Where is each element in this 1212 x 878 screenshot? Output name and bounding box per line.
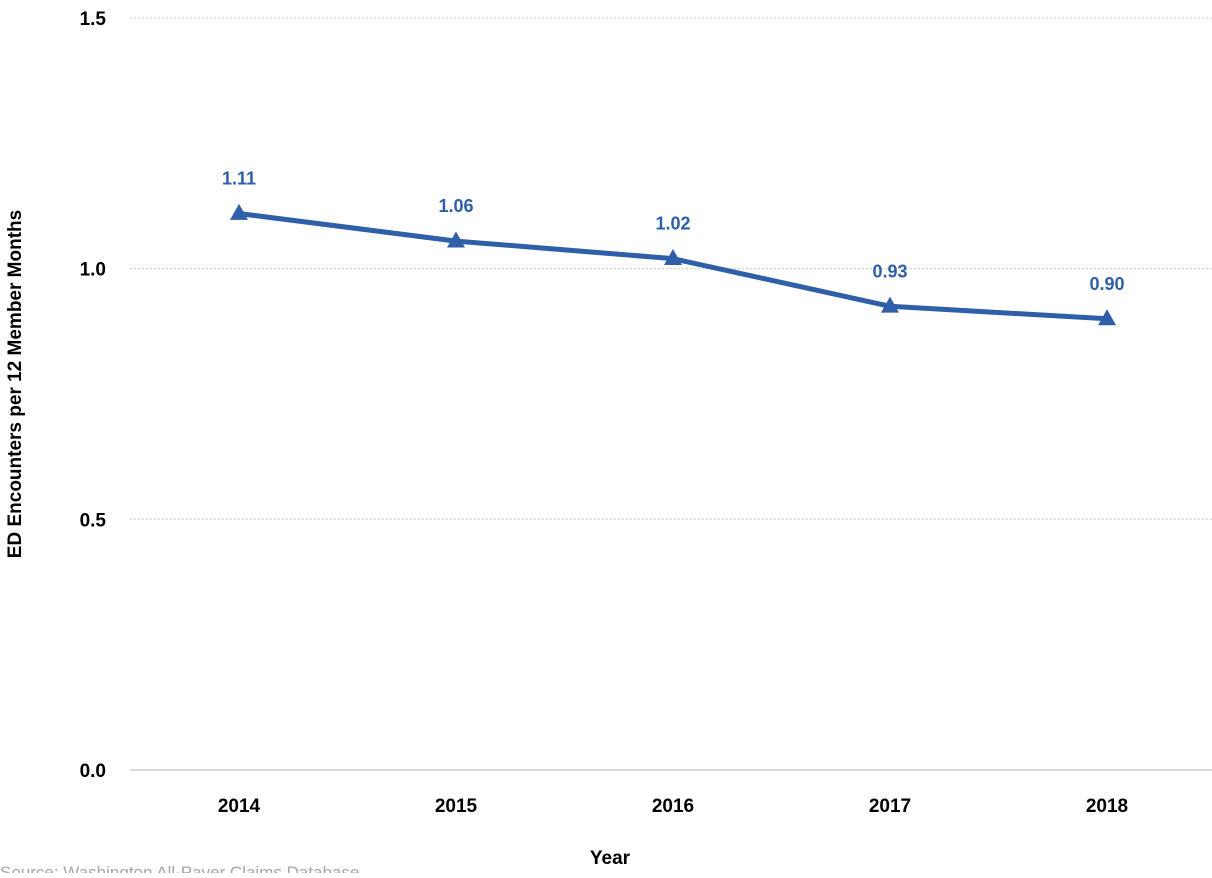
x-tick-label: 2017 (869, 796, 911, 817)
x-tick-labels: 2014 2015 2016 2017 2018 (218, 796, 1128, 817)
data-label: 1.11 (222, 169, 256, 189)
y-tick-label: 0.0 (80, 761, 106, 782)
y-tick-label: 1.0 (80, 260, 106, 281)
data-point-marker (881, 296, 899, 313)
x-tick-label: 2014 (218, 796, 261, 817)
data-label: 1.02 (655, 214, 690, 234)
data-label: 0.93 (872, 261, 907, 281)
x-tick-label: 2018 (1086, 796, 1128, 817)
y-tick-label: 1.5 (80, 9, 107, 30)
x-tick-label: 2016 (652, 796, 694, 817)
series-markers (230, 203, 1116, 326)
gridlines (130, 17, 1212, 520)
data-label: 1.06 (438, 196, 473, 216)
x-axis-title: Year (590, 848, 631, 869)
data-point-marker (447, 231, 465, 248)
data-label: 0.90 (1089, 274, 1124, 294)
data-point-marker (664, 249, 682, 266)
y-axis-title: ED Encounters per 12 Member Months (5, 210, 26, 558)
data-labels: 1.11 1.06 1.02 0.93 0.90 (222, 169, 1125, 294)
data-point-marker (230, 203, 248, 220)
y-tick-label: 0.5 (80, 510, 107, 531)
source-note: Source: Washington All-Payer Claims Data… (0, 863, 359, 873)
y-tick-labels: 0.0 0.5 1.0 1.5 (80, 9, 107, 782)
data-point-marker (1098, 309, 1116, 326)
x-tick-label: 2015 (435, 796, 478, 817)
